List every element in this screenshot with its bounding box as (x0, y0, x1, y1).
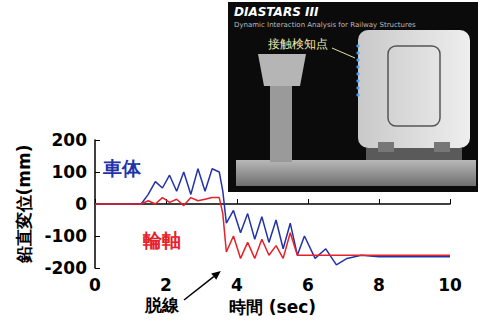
svg-text:-100: -100 (44, 226, 87, 246)
svg-text:0: 0 (89, 275, 101, 295)
svg-text:200: 200 (52, 130, 88, 150)
svg-text:Dynamic Interaction Analysis f: Dynamic Interaction Analysis for Railway… (234, 21, 416, 29)
svg-text:4: 4 (231, 275, 243, 295)
svg-text:-200: -200 (44, 258, 87, 278)
svg-text:8: 8 (373, 275, 385, 295)
svg-text:DIASTARS III: DIASTARS III (234, 5, 319, 19)
svg-text:鉛直変位(mm): 鉛直変位(mm) (14, 145, 34, 265)
svg-text:車体: 車体 (102, 157, 142, 179)
svg-text:0: 0 (75, 194, 87, 214)
svg-text:接触検知点: 接触検知点 (268, 37, 328, 51)
svg-text:10: 10 (438, 275, 462, 295)
svg-text:6: 6 (302, 275, 314, 295)
svg-text:100: 100 (52, 162, 88, 182)
svg-text:輪軸: 輪軸 (142, 229, 181, 251)
svg-text:脱線: 脱線 (144, 295, 180, 315)
svg-text:2: 2 (160, 275, 172, 295)
svg-text:時間 (sec): 時間 (sec) (229, 297, 316, 317)
